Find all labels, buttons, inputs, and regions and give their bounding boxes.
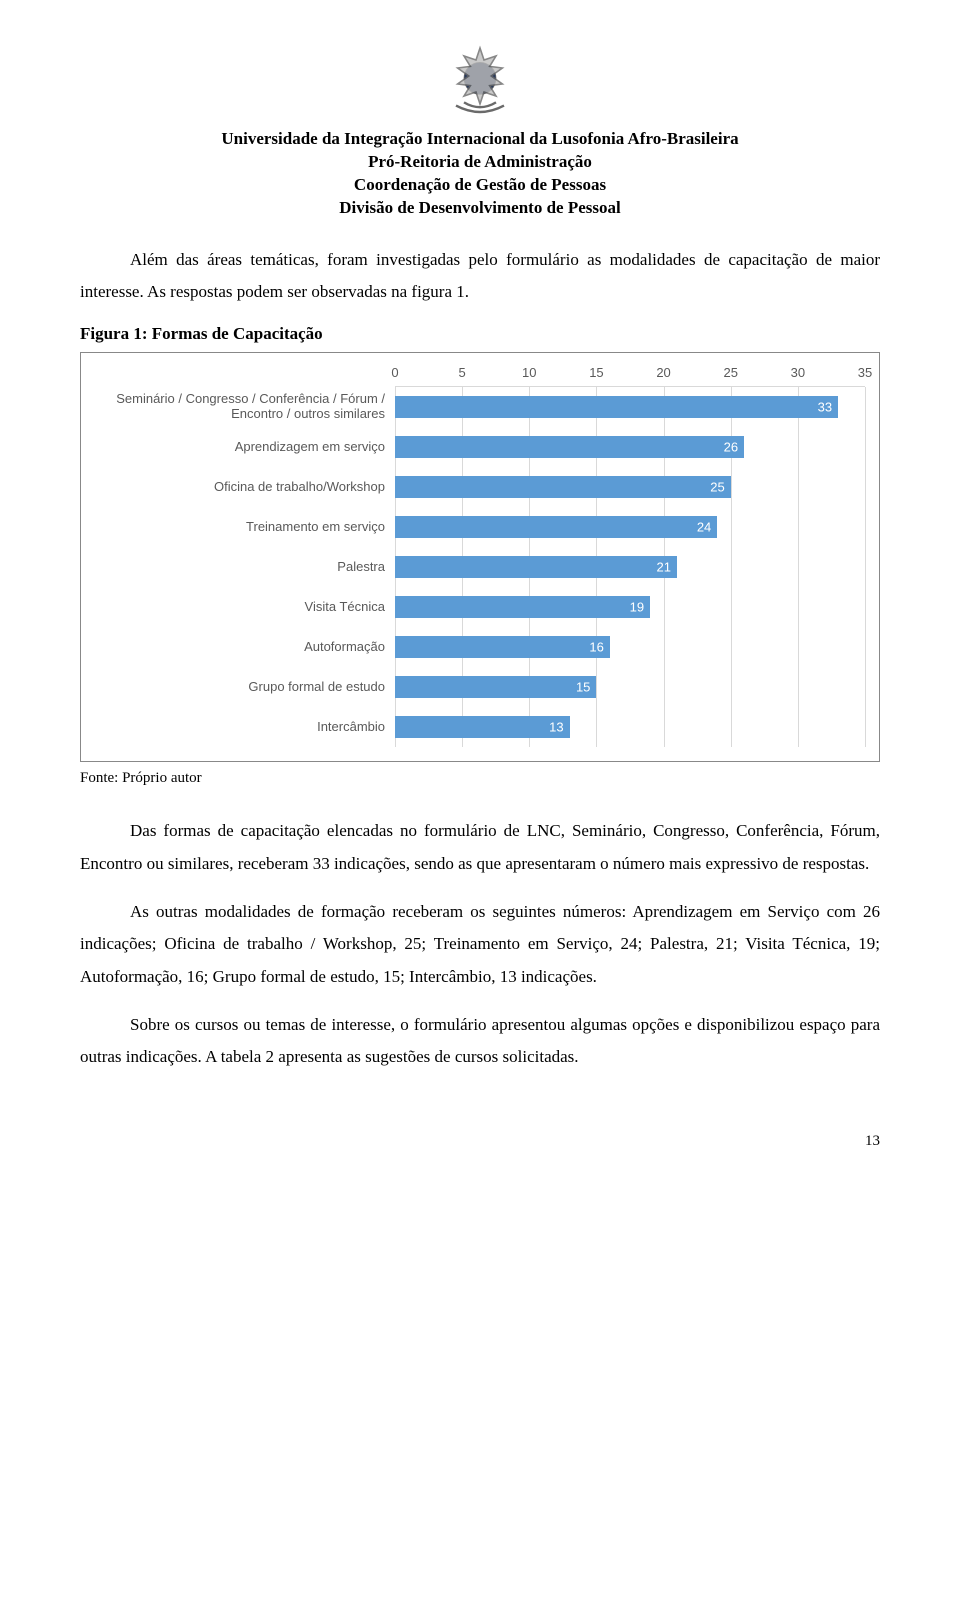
chart-bar-row: 15 — [395, 667, 865, 707]
paragraph-intro-text: Além das áreas temáticas, foram investig… — [80, 250, 880, 301]
chart-bar: 26 — [395, 436, 744, 458]
chart-bar-value: 19 — [630, 600, 644, 615]
axis-tick: 30 — [791, 365, 805, 380]
chart-category-label: Visita Técnica — [95, 587, 385, 627]
paragraph-3-text: As outras modalidades de formação recebe… — [80, 902, 880, 986]
chart-category-label: Seminário / Congresso / Conferência / Fó… — [95, 387, 385, 427]
chart-bar: 13 — [395, 716, 570, 738]
chart-category-label: Treinamento em serviço — [95, 507, 385, 547]
axis-tick: 0 — [391, 365, 398, 380]
header-line-3: Coordenação de Gestão de Pessoas — [80, 174, 880, 197]
chart-bar-row: 13 — [395, 707, 865, 747]
paragraph-2: Das formas de capacitação elencadas no f… — [80, 815, 880, 880]
chart-bar-row: 16 — [395, 627, 865, 667]
chart-bar: 15 — [395, 676, 596, 698]
chart-category-label: Palestra — [95, 547, 385, 587]
chart-bar-row: 26 — [395, 427, 865, 467]
chart-bar-value: 16 — [589, 640, 603, 655]
chart-bar-row: 24 — [395, 507, 865, 547]
axis-tick: 5 — [459, 365, 466, 380]
axis-tick: 15 — [589, 365, 603, 380]
chart-category-label: Oficina de trabalho/Workshop — [95, 467, 385, 507]
axis-tick: 25 — [723, 365, 737, 380]
paragraph-intro: Além das áreas temáticas, foram investig… — [80, 244, 880, 309]
paragraph-2-text: Das formas de capacitação elencadas no f… — [80, 821, 880, 872]
chart-category-label: Grupo formal de estudo — [95, 667, 385, 707]
chart-category-label: Intercâmbio — [95, 707, 385, 747]
chart-bar-value: 24 — [697, 520, 711, 535]
paragraph-3: As outras modalidades de formação recebe… — [80, 896, 880, 993]
chart-category-label: Aprendizagem em serviço — [95, 427, 385, 467]
axis-tick: 10 — [522, 365, 536, 380]
chart-bar-row: 33 — [395, 387, 865, 427]
figure-source: Fonte: Próprio autor — [80, 770, 880, 787]
axis-tick: 35 — [858, 365, 872, 380]
header-line-2: Pró-Reitoria de Administração — [80, 151, 880, 174]
chart-bar-value: 15 — [576, 680, 590, 695]
header-line-4: Divisão de Desenvolvimento de Pessoal — [80, 197, 880, 220]
page-number: 13 — [80, 1133, 880, 1150]
bar-chart: Seminário / Congresso / Conferência / Fó… — [95, 363, 865, 747]
chart-bar: 16 — [395, 636, 610, 658]
paragraph-4-text: Sobre os cursos ou temas de interesse, o… — [80, 1015, 880, 1066]
chart-bar-value: 21 — [657, 560, 671, 575]
chart-bar-row: 25 — [395, 467, 865, 507]
figure-title: Figura 1: Formas de Capacitação — [80, 324, 880, 344]
national-emblem — [80, 40, 880, 120]
chart-container: Seminário / Congresso / Conferência / Fó… — [80, 352, 880, 762]
chart-bar: 33 — [395, 396, 838, 418]
chart-bar: 25 — [395, 476, 731, 498]
chart-bar-row: 21 — [395, 547, 865, 587]
chart-bar-value: 25 — [710, 480, 724, 495]
header-line-1: Universidade da Integração Internacional… — [80, 128, 880, 151]
letterhead: Universidade da Integração Internacional… — [80, 128, 880, 220]
chart-bar-value: 33 — [818, 400, 832, 415]
chart-category-label: Autoformação — [95, 627, 385, 667]
chart-bar-value: 13 — [549, 720, 563, 735]
chart-bar-row: 19 — [395, 587, 865, 627]
chart-bar: 21 — [395, 556, 677, 578]
chart-bar: 19 — [395, 596, 650, 618]
paragraph-4: Sobre os cursos ou temas de interesse, o… — [80, 1009, 880, 1074]
chart-bar-value: 26 — [724, 440, 738, 455]
axis-tick: 20 — [656, 365, 670, 380]
chart-bar: 24 — [395, 516, 717, 538]
